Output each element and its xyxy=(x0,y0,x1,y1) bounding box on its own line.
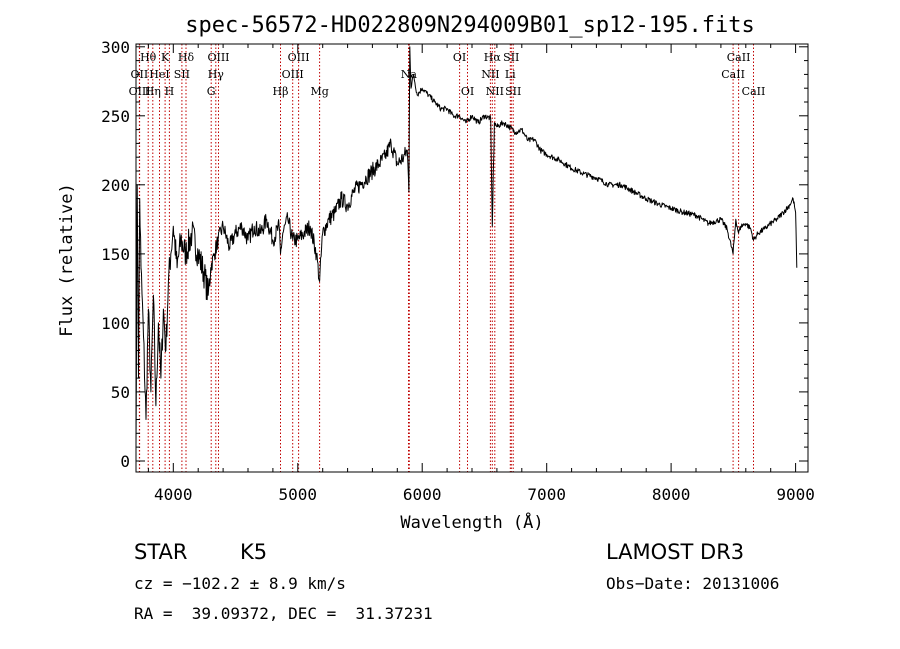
line-label: OIII xyxy=(282,68,304,81)
line-label: SII xyxy=(505,85,521,98)
x-tick-label: 5000 xyxy=(279,485,318,504)
y-tick-label: 300 xyxy=(101,38,130,57)
y-tick-label: 250 xyxy=(101,107,130,126)
y-tick-label: 100 xyxy=(101,314,130,333)
line-label: Hδ xyxy=(178,51,195,64)
line-label: OIII xyxy=(207,51,229,64)
line-label: Hη xyxy=(145,85,161,98)
line-label: Na xyxy=(401,68,418,81)
line-label: G xyxy=(207,85,216,98)
line-label: Hθ xyxy=(140,51,157,64)
spectrum-line xyxy=(135,46,798,448)
line-label: HeI xyxy=(149,68,169,81)
line-label: CaII xyxy=(721,68,745,81)
emission-line-markers xyxy=(138,44,754,472)
line-label: Hβ xyxy=(273,85,289,98)
y-tick-label: 50 xyxy=(111,383,130,402)
x-tick-label: 6000 xyxy=(403,485,442,504)
line-label: SII xyxy=(174,68,190,81)
line-label: NII xyxy=(486,85,504,98)
x-tick-label: 4000 xyxy=(154,485,193,504)
plot-frame xyxy=(135,43,809,473)
line-label: OI xyxy=(461,85,474,98)
x-tick-label: 7000 xyxy=(527,485,566,504)
line-label: NII xyxy=(481,68,499,81)
line-label: Hγ xyxy=(208,68,225,81)
line-label: CaII xyxy=(727,51,751,64)
y-axis-label: Flux (relative) xyxy=(57,183,77,337)
y-tick-label: 200 xyxy=(101,176,130,195)
line-label: CaII xyxy=(742,85,766,98)
line-label: SII xyxy=(503,51,519,64)
y-tick-label: 0 xyxy=(120,452,130,471)
line-label: H xyxy=(165,85,175,98)
survey-name: LAMOST DR3 xyxy=(606,540,745,564)
redshift-velocity: cz = −102.2 ± 8.9 km/s xyxy=(134,574,346,593)
coordinates: RA = 39.09372, DEC = 31.37231 xyxy=(134,604,433,623)
chart-title: spec-56572-HD022809N294009B01_sp12-195.f… xyxy=(185,13,755,38)
x-tick-label: 8000 xyxy=(652,485,691,504)
line-label: Li xyxy=(505,68,516,81)
subclass: K5 xyxy=(240,540,268,564)
y-tick-label: 150 xyxy=(101,245,130,264)
line-label: OIII xyxy=(129,85,151,98)
axis-ticks: 4000 5000 6000 7000 8000 9000 0 50 100 150 200 250 3… xyxy=(101,38,815,504)
line-label: OI xyxy=(453,51,466,64)
line-label: Hα xyxy=(484,51,502,64)
line-label: K xyxy=(161,51,170,64)
line-label: OIII xyxy=(288,51,310,64)
x-axis-label: Wavelength (Å) xyxy=(400,511,543,533)
object-class: STAR xyxy=(134,540,188,564)
x-tick-label: 9000 xyxy=(776,485,815,504)
line-label: Mg xyxy=(310,85,328,98)
observation-date: Obs−Date: 20131006 xyxy=(606,574,780,593)
